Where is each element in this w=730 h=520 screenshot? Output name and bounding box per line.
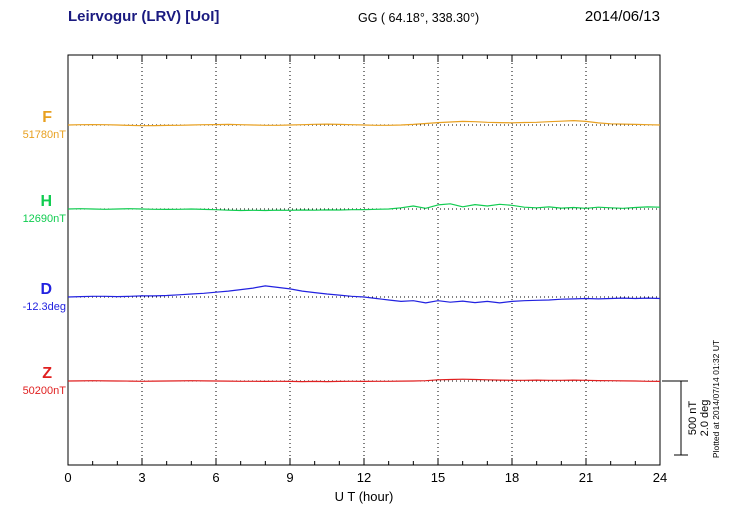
date-label: 2014/06/13: [584, 8, 660, 25]
scalebar-deg-label: 2.0 deg: [699, 399, 711, 437]
x-tick-label-18: 18: [504, 470, 520, 485]
series-label-F: F: [42, 109, 52, 126]
plotted-at-note: Plotted at 2014/07/14 01:32 UT: [711, 339, 721, 459]
series-basevalue-H: 12690nT: [22, 213, 66, 225]
station-title: Leirvogur (LRV) [UoI]: [68, 8, 220, 25]
x-tick-label-24: 24: [652, 470, 668, 485]
series-label-Z: Z: [42, 365, 52, 382]
geographic-coordinates: GG ( 64.18°, 338.30°): [358, 11, 480, 25]
x-tick-label-12: 12: [356, 470, 372, 485]
x-tick-label-6: 6: [212, 470, 220, 485]
x-tick-label-3: 3: [138, 470, 146, 485]
scalebar-nt-label: 500 nT: [687, 400, 699, 436]
series-label-D: D: [40, 281, 52, 298]
series-basevalue-D: -12.3deg: [22, 301, 66, 313]
series-basevalue-Z: 50200nT: [22, 385, 66, 397]
x-tick-label-0: 0: [64, 470, 72, 485]
trace-F: [67, 119, 661, 127]
x-tick-label-15: 15: [430, 470, 446, 485]
x-axis-title: U T (hour): [334, 489, 394, 504]
trace-Z: [67, 378, 661, 383]
trace-D: [67, 285, 661, 304]
series-basevalue-F: 51780nT: [22, 129, 66, 141]
x-tick-label-9: 9: [286, 470, 294, 485]
x-tick-label-21: 21: [578, 470, 594, 485]
trace-H: [67, 203, 661, 212]
series-label-H: H: [40, 193, 52, 210]
